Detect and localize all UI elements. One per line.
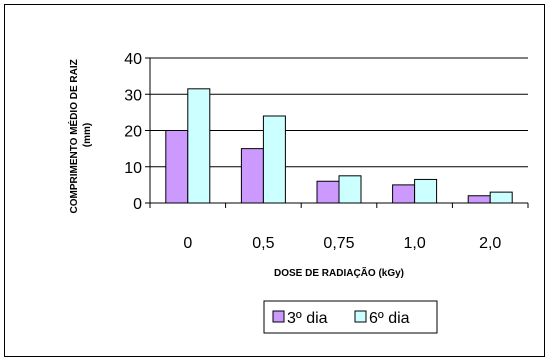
- y-tick-label: 0: [133, 196, 142, 213]
- bar-dia3-1: [240, 148, 264, 204]
- x-tick-label: 1,0: [403, 235, 425, 252]
- y-tick-label: 40: [124, 51, 142, 68]
- bars: [165, 88, 513, 204]
- bar-dia3-0: [165, 130, 189, 204]
- chart-frame: 0 10 20 30 40 0 0,5 0,75 1,0 2,0 DOSE DE RADIAÇÃ…: [4, 4, 545, 357]
- bar-dia6-4: [489, 191, 513, 204]
- y-tick-labels: 0 10 20 30 40: [124, 51, 142, 213]
- y-axis-title: COMPRIMENTO MÉDIO DE RAIZ (mm): [67, 56, 93, 213]
- bar-dia6-0: [187, 88, 211, 204]
- x-axis-title: DOSE DE RADIAÇÃO (kGy): [274, 266, 404, 279]
- bar-dia3-2: [316, 180, 340, 204]
- legend-label-dia6: 6º dia: [369, 310, 410, 327]
- bar-dia3-4: [467, 195, 491, 204]
- x-tick-label: 2,0: [479, 235, 501, 252]
- legend-label-dia3: 3º dia: [287, 310, 328, 327]
- bar-dia6-2: [338, 175, 362, 204]
- bar-dia6-3: [414, 178, 438, 204]
- x-tick-label: 0: [183, 235, 192, 252]
- x-tick-label: 0,5: [252, 235, 274, 252]
- bar-chart: 0 10 20 30 40 0 0,5 0,75 1,0 2,0 DOSE DE RADIAÇÃ…: [67, 51, 529, 334]
- legend: 3º dia 6º dia: [263, 300, 438, 334]
- x-tick-labels: 0 0,5 0,75 1,0 2,0: [183, 235, 501, 252]
- y-tick-label: 10: [124, 160, 142, 177]
- y-tick-label: 30: [124, 87, 142, 104]
- y-tick-label: 20: [124, 124, 142, 141]
- x-tick-label: 0,75: [323, 235, 354, 252]
- legend-swatch-dia3: [272, 310, 285, 323]
- bar-dia6-1: [262, 115, 286, 204]
- bar-dia3-3: [392, 184, 416, 204]
- legend-swatch-dia6: [354, 310, 367, 323]
- y-axis-title-line-1: COMPRIMENTO MÉDIO DE RAIZ: [67, 59, 80, 213]
- gridlines: [150, 57, 528, 168]
- axes: [145, 57, 529, 208]
- y-axis-title-line-2: (mm): [82, 123, 93, 147]
- legend-box: [263, 300, 438, 334]
